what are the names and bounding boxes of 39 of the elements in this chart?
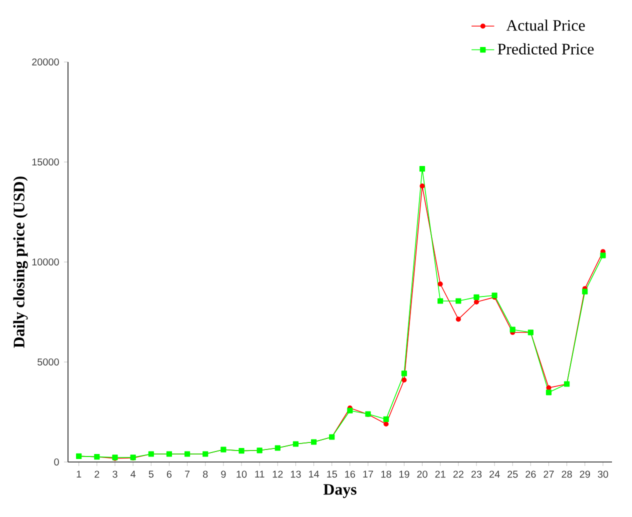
x-tick-label: 18 (381, 470, 392, 478)
x-tick-label: 10 (236, 470, 247, 478)
x-tick-label: 26 (526, 470, 536, 478)
y-tick-label: 15000 (32, 158, 59, 166)
x-tick-label: 11 (255, 470, 264, 478)
x-axis-title: Days (323, 484, 356, 498)
x-tick-label: 17 (363, 470, 374, 478)
x-tick-label: 3 (112, 470, 118, 478)
x-tick-label: 29 (580, 470, 590, 478)
x-tick-label: 13 (290, 470, 301, 478)
x-tick-label: 30 (598, 470, 608, 478)
x-tick-label: 21 (435, 470, 446, 478)
x-tick-label: 4 (130, 470, 136, 478)
y-axis-title: Daily closing price (USD) (13, 176, 28, 348)
x-tick-label: 23 (471, 470, 482, 478)
legend-label: Predicted Price (498, 43, 594, 54)
y-tick-label: 10000 (32, 258, 59, 266)
x-tick-label: 2 (94, 470, 100, 478)
x-tick-label: 27 (544, 470, 554, 478)
x-tick-label: 5 (148, 470, 154, 478)
x-tick-label: 12 (272, 470, 283, 478)
x-tick-label: 15 (327, 470, 337, 478)
x-tick-label: 1 (76, 470, 82, 478)
x-tick-label: 20 (417, 470, 428, 478)
x-tick-label: 16 (345, 470, 356, 478)
x-tick-label: 9 (221, 470, 226, 478)
legend-label: Actual Price (506, 20, 585, 31)
x-tick-label: 24 (489, 470, 500, 478)
x-tick-label: 8 (203, 470, 208, 478)
x-tick-label: 22 (453, 470, 464, 478)
x-tick-label: 25 (508, 470, 518, 478)
x-tick-label: 19 (399, 470, 410, 478)
x-tick-label: 28 (562, 470, 572, 478)
y-tick-label: 5000 (38, 358, 59, 366)
y-tick-label: 0 (54, 458, 59, 466)
x-tick-label: 6 (166, 470, 172, 478)
x-tick-label: 14 (309, 470, 320, 478)
x-tick-label: 7 (185, 470, 190, 478)
y-tick-label: 20000 (32, 58, 59, 66)
